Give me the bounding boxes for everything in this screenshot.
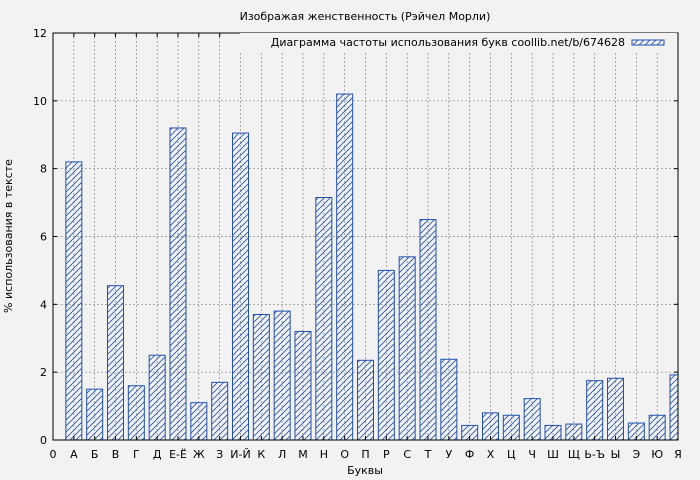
legend-swatch — [631, 39, 665, 46]
x-tick-label: Г — [133, 448, 140, 461]
bar — [190, 402, 208, 441]
bar — [107, 285, 124, 441]
bar — [65, 161, 83, 441]
x-tick-label: Ю — [651, 448, 663, 461]
x-tick-label: Э — [632, 448, 640, 461]
x-tick-label: В — [112, 448, 120, 461]
y-tick-label: 4 — [40, 298, 47, 311]
bar — [669, 374, 679, 441]
legend: Диаграмма частоты использования букв coo… — [240, 33, 677, 51]
x-tick-label: Ф — [465, 448, 474, 461]
y-tick-label: 6 — [40, 231, 47, 244]
bar — [315, 196, 333, 441]
y-tick-label: 2 — [40, 366, 47, 379]
bar — [294, 330, 312, 441]
x-tick-label: Б — [91, 448, 99, 461]
x-tick-label: М — [298, 448, 308, 461]
x-tick-label: Р — [383, 448, 390, 461]
y-axis-label: % использования в тексте — [2, 159, 15, 313]
x-tick-label: С — [403, 448, 411, 461]
bar — [148, 354, 166, 441]
x-tick-label: Ш — [547, 448, 559, 461]
y-tick-label: 0 — [40, 434, 47, 447]
x-tick-label: О — [340, 448, 349, 461]
x-tick-label: П — [361, 448, 369, 461]
x-tick-label: У — [445, 448, 452, 461]
chart-title: Изображая женственность (Рэйчел Морли) — [240, 10, 491, 23]
y-tick-label: 10 — [33, 95, 47, 108]
bar — [419, 219, 437, 441]
bar — [232, 132, 249, 441]
bar — [273, 310, 291, 441]
bar — [482, 412, 499, 441]
bar — [398, 256, 416, 441]
x-tick-label: Ж — [193, 448, 205, 461]
bar — [86, 388, 104, 441]
x-tick-label: Д — [153, 448, 162, 461]
bar — [377, 269, 395, 441]
bar — [607, 377, 624, 441]
x-tick-label: З — [216, 448, 223, 461]
bar — [169, 127, 187, 441]
bar — [336, 93, 354, 441]
x-tick-label: Ь-Ъ — [584, 448, 605, 461]
x-tick-label: Н — [320, 448, 328, 461]
y-tick-label: 12 — [33, 27, 47, 40]
bar — [127, 385, 145, 441]
bar — [357, 359, 374, 441]
x-tick-label: Ы — [611, 448, 621, 461]
x-tick-label: Ц — [507, 448, 516, 461]
bar — [586, 380, 604, 441]
legend-box — [240, 33, 677, 51]
x-axis-label: Буквы — [347, 464, 383, 477]
legend-label: Диаграмма частоты использования букв coo… — [271, 36, 625, 49]
bar — [440, 358, 458, 441]
x-origin-label: 0 — [50, 448, 57, 461]
x-tick-label: А — [70, 448, 78, 461]
x-tick-label: Ч — [528, 448, 536, 461]
x-tick-label: Л — [278, 448, 286, 461]
bars-layer — [65, 93, 679, 441]
y-tick-label: 8 — [40, 163, 47, 176]
x-tick-label: Т — [424, 448, 432, 461]
bar — [211, 381, 229, 441]
bar — [252, 314, 270, 441]
x-tick-label: Щ — [568, 448, 580, 461]
x-tick-label: И-Й — [230, 448, 250, 461]
x-tick-label: Е-Ё — [169, 448, 187, 461]
x-tick-label: К — [257, 448, 265, 461]
x-tick-label: Я — [674, 448, 682, 461]
x-tick-label: Х — [487, 448, 495, 461]
bar — [523, 398, 541, 441]
